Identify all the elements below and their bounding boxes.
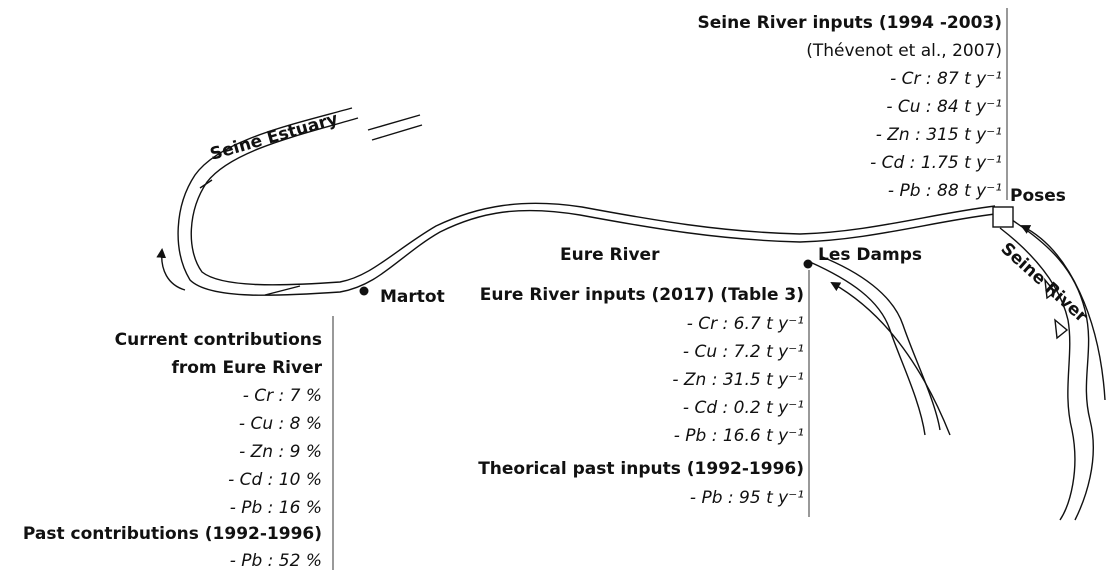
annotations: Seine River inputs (1994 -2003) (Thévenot… — [23, 13, 1002, 571]
contribution-item: - Pb : 16 % — [230, 498, 322, 518]
input-item: - Cr : 6.7 t y⁻¹ — [687, 314, 804, 334]
block-title: Current contributions — [115, 330, 322, 350]
place-label: Les Damps — [818, 245, 922, 265]
block-title: Eure River inputs (2017) (Table 3) — [480, 285, 804, 305]
contribution-item: - Cu : 8 % — [239, 414, 322, 434]
input-item: - Zn : 315 t y⁻¹ — [876, 125, 1002, 145]
input-item: - Cu : 7.2 t y⁻¹ — [683, 342, 804, 362]
block-title: from Eure River — [171, 358, 322, 378]
place-label: Poses — [1010, 186, 1066, 206]
contribution-item: - Cr : 7 % — [243, 386, 322, 406]
contribution-item: - Cd : 10 % — [228, 470, 322, 490]
place-label: Eure River — [560, 245, 660, 265]
input-item: - Cr : 87 t y⁻¹ — [890, 69, 1002, 89]
input-item: - Pb : 95 t y⁻¹ — [690, 488, 804, 508]
input-item: - Zn : 31.5 t y⁻¹ — [672, 370, 804, 390]
martot-marker — [359, 286, 369, 296]
les-damps-marker — [803, 259, 813, 269]
poses-marker — [992, 206, 1014, 228]
block-title: Theorical past inputs (1992-1996) — [478, 459, 804, 479]
block-title: Seine River inputs (1994 -2003) — [698, 13, 1003, 33]
place-label: Martot — [380, 287, 445, 307]
block-title: Past contributions (1992-1996) — [23, 524, 322, 544]
input-item: - Pb : 16.6 t y⁻¹ — [674, 426, 804, 446]
rivers — [177, 107, 1094, 521]
source-note: (Thévenot et al., 2007) — [806, 41, 1002, 61]
input-item: - Cd : 0.2 t y⁻¹ — [683, 398, 804, 418]
arrows — [156, 225, 1106, 436]
input-item: - Cu : 84 t y⁻¹ — [886, 97, 1002, 117]
place-label: Seine Estuary — [208, 109, 340, 165]
contribution-item: - Pb : 52 % — [230, 551, 322, 571]
input-item: - Cd : 1.75 t y⁻¹ — [870, 153, 1002, 173]
place-label: Seine River — [997, 239, 1092, 327]
contribution-item: - Zn : 9 % — [239, 442, 322, 462]
input-item: - Pb : 88 t y⁻¹ — [888, 181, 1002, 201]
